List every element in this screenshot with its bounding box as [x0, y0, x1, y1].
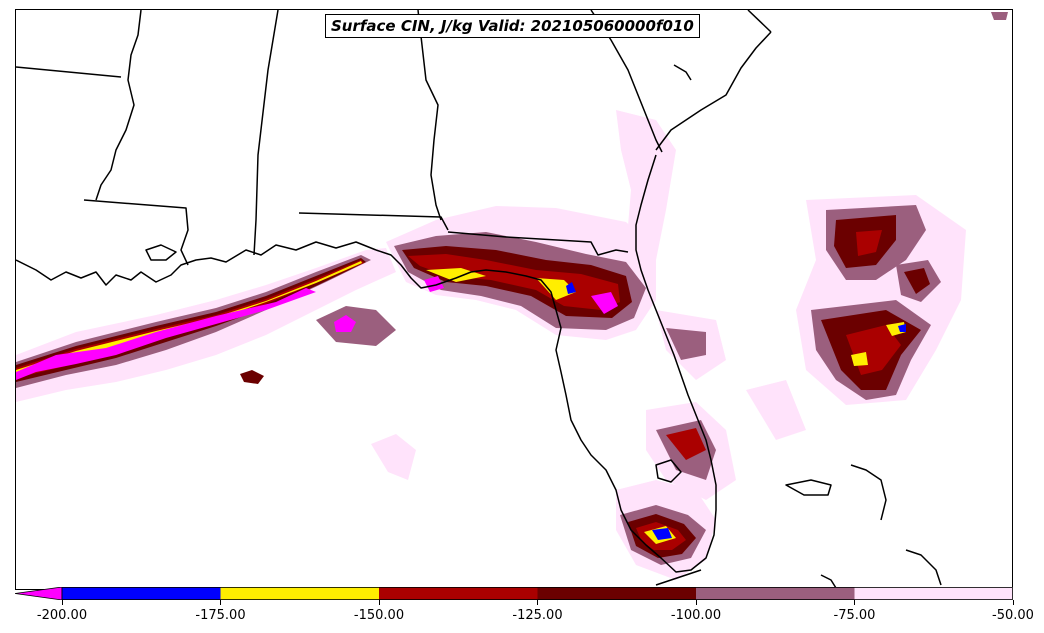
bahamas-4 — [820, 574, 837, 589]
ne-fl-light — [616, 110, 676, 280]
la-coastline — [16, 241, 377, 286]
colorbar-tick-label: -100.00 — [670, 608, 722, 623]
colorbar-extension-triangle — [15, 587, 63, 600]
atlantic-red-1 — [856, 230, 882, 256]
colorbar-segment — [379, 587, 538, 600]
panhandle-yellow — [426, 268, 576, 300]
colorbar-segment — [854, 587, 1013, 600]
colorbar-outline — [61, 587, 1013, 600]
colorbar-tick-mark — [854, 600, 855, 605]
colorbar-segment — [62, 587, 221, 600]
colorbar-tick-label: -150.00 — [353, 608, 405, 623]
far-ne-mauve — [991, 12, 1008, 20]
ms-river-boundary — [95, 10, 142, 201]
nc-sc-boundary — [747, 10, 772, 33]
al-ga-boundary — [417, 10, 442, 221]
colorbar-tick-label: -125.00 — [512, 608, 563, 623]
colorbar-tick-mark — [695, 600, 697, 605]
ms-al-boundary — [253, 10, 279, 256]
keys — [655, 569, 702, 586]
atlantic-blue-2 — [898, 324, 906, 332]
colorbar-segment — [537, 587, 696, 600]
south-fl-blue — [652, 528, 672, 540]
cin-shading — [16, 12, 1008, 580]
panhandle-blue — [566, 282, 576, 294]
gulf-band-magenta — [16, 288, 316, 380]
geographic-boundaries — [16, 10, 942, 589]
cin-map — [16, 10, 1008, 589]
map-panel — [15, 9, 1013, 590]
colorbar-segment — [696, 587, 855, 600]
offshore-blob-1b — [334, 315, 356, 332]
bahamas-2 — [785, 479, 832, 496]
sc-coast — [655, 31, 772, 151]
map-title: Surface CIN, J/kg Valid: 202105060000f01… — [325, 14, 700, 38]
colorbar-tick-mark — [537, 600, 538, 605]
lake-okeechobee — [655, 459, 682, 483]
la-ms-boundary — [83, 199, 189, 266]
bahamas-1 — [850, 464, 887, 521]
colorbar-segment — [220, 587, 379, 600]
central-fl-red — [666, 428, 706, 460]
gulf-band-yellow — [16, 261, 362, 375]
ar-ms-boundary — [16, 66, 122, 78]
panhandle-coastline — [375, 154, 717, 573]
atlantic-darkred-3 — [904, 268, 930, 294]
colorbar-tick-label: -200.00 — [36, 608, 88, 623]
colorbar-tick-mark — [378, 600, 380, 605]
colorbar-tick-mark — [61, 600, 63, 605]
se-light-speckle — [746, 380, 806, 440]
offshore-blob-2 — [240, 370, 264, 384]
offshore-blob-1 — [316, 306, 396, 346]
colorbar-tick-label: -175.00 — [195, 608, 246, 623]
jax-mauve — [666, 328, 706, 360]
bahamas-3 — [905, 549, 942, 586]
colorbar-tick-label: -50.00 — [992, 608, 1034, 623]
colorbar — [15, 587, 1013, 600]
fl-ga-boundary — [447, 231, 629, 256]
colorbar-tick-mark — [220, 600, 221, 605]
offshore-blob-3 — [371, 434, 416, 480]
lake-pontchartrain — [145, 244, 177, 261]
colorbar-tick-label: -75.00 — [833, 608, 876, 623]
colorbar-tick-mark — [1012, 600, 1014, 605]
pamlico-inlet — [673, 64, 692, 81]
atlantic-yellow-2 — [851, 322, 906, 366]
fl-al-boundary — [298, 212, 449, 231]
